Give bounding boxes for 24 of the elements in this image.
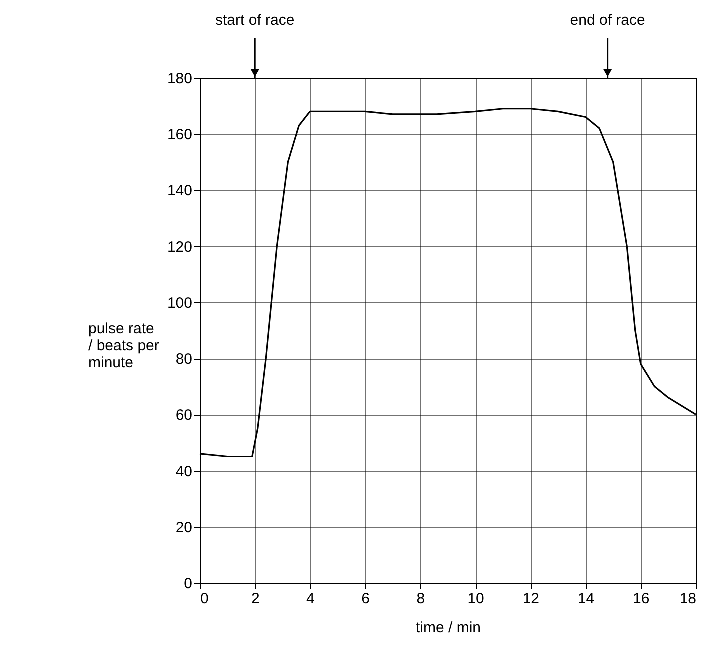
y-tick-label: 140	[167, 182, 192, 200]
y-tick-label: 180	[167, 70, 192, 88]
ref-line-label: start of race	[216, 12, 295, 29]
y-tick-label: 80	[176, 351, 192, 368]
y-tick-label: 160	[167, 126, 192, 144]
x-tick-label: 16	[633, 590, 650, 608]
x-axis-title: time / min	[416, 620, 482, 636]
y-tick-label: 120	[167, 238, 192, 256]
x-tick-label: 14	[578, 590, 595, 608]
x-tick-label: 8	[416, 590, 426, 608]
x-tick-label: 0	[200, 590, 209, 608]
y-tick-label: 20	[176, 519, 192, 536]
y-tick-label: 40	[176, 463, 192, 480]
x-tick-label: 2	[251, 590, 260, 608]
y-tick-label: 100	[167, 294, 192, 312]
x-tick-label: 10	[468, 590, 484, 608]
ref-line-label: end of race	[570, 12, 646, 29]
x-tick-label: 4	[306, 590, 315, 608]
x-tick-label: 6	[362, 590, 370, 608]
y-tick-label: 0	[184, 576, 192, 592]
y-tick-label: 60	[176, 407, 192, 424]
x-tick-label: 18	[680, 590, 696, 608]
y-axis-title: pulse rate / beats per minute	[88, 320, 160, 372]
x-tick-label: 12	[522, 590, 540, 608]
